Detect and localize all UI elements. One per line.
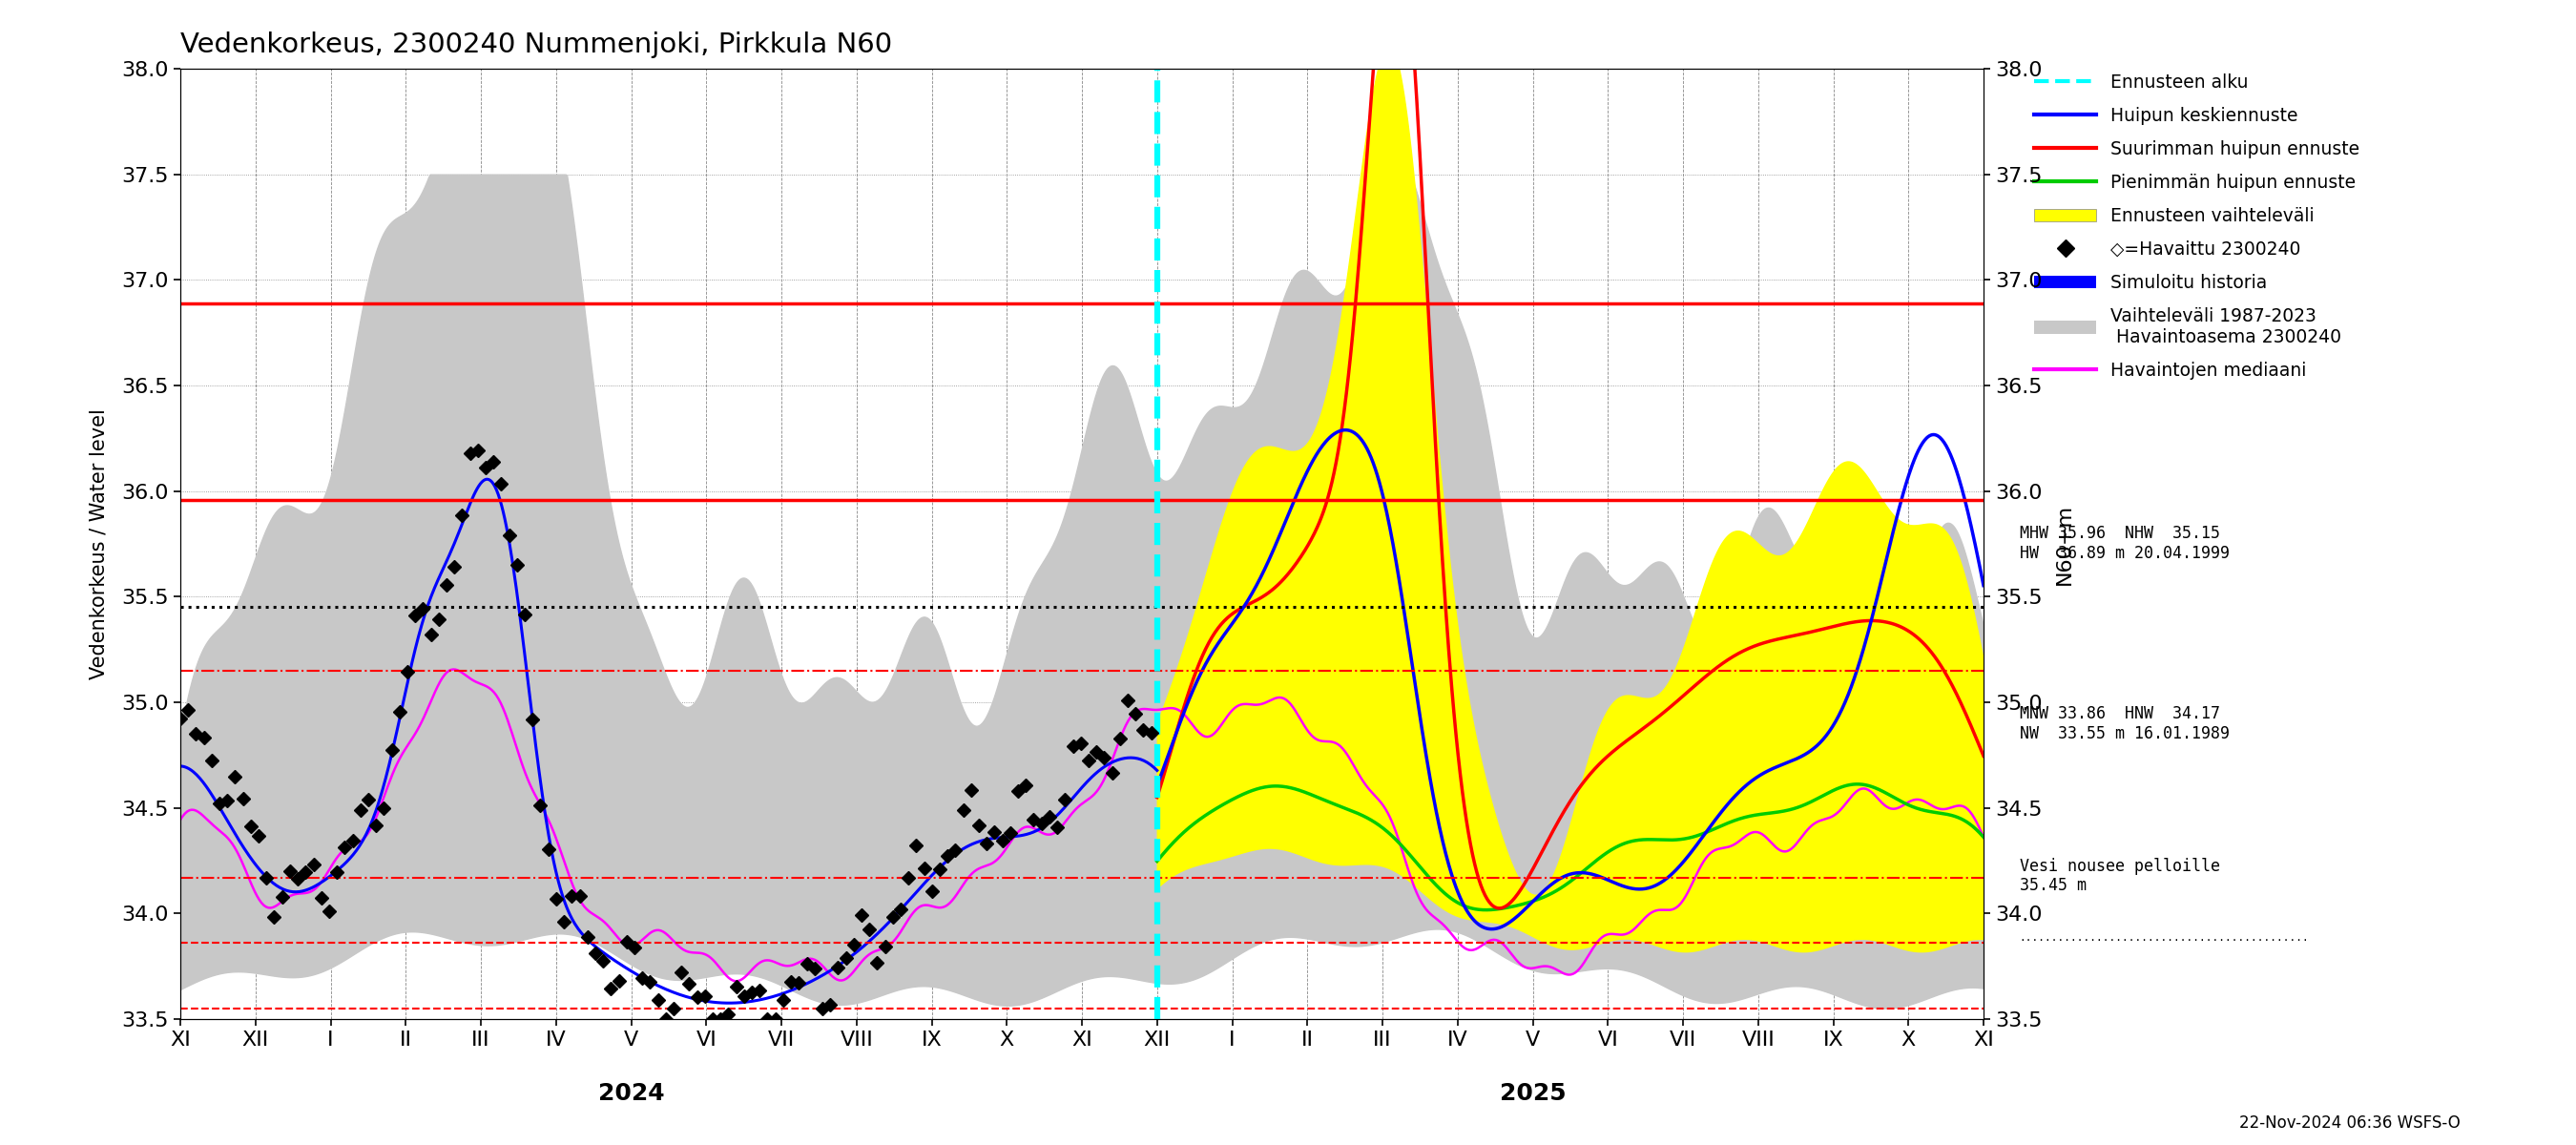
- Text: .............................................: ........................................…: [2020, 933, 2311, 943]
- Text: 2024: 2024: [598, 1082, 665, 1105]
- Text: MHW 35.96  NHW  35.15
HW  36.89 m 20.04.1999: MHW 35.96 NHW 35.15 HW 36.89 m 20.04.199…: [2020, 524, 2228, 562]
- Legend: Ennusteen alku, Huipun keskiennuste, Suurimman huipun ennuste, Pienimmän huipun : Ennusteen alku, Huipun keskiennuste, Suu…: [2027, 69, 2365, 385]
- Y-axis label: N60+m: N60+m: [2056, 504, 2074, 584]
- Text: Vesi nousee pelloille
35.45 m: Vesi nousee pelloille 35.45 m: [2020, 858, 2221, 894]
- Text: 2025: 2025: [1499, 1082, 1566, 1105]
- Text: Vedenkorkeus, 2300240 Nummenjoki, Pirkkula N60: Vedenkorkeus, 2300240 Nummenjoki, Pirkku…: [180, 32, 891, 58]
- Text: MNW 33.86  HNW  34.17
NW  33.55 m 16.01.1989: MNW 33.86 HNW 34.17 NW 33.55 m 16.01.198…: [2020, 705, 2228, 742]
- Y-axis label: Vedenkorkeus / Water level: Vedenkorkeus / Water level: [90, 409, 108, 679]
- Text: 22-Nov-2024 06:36 WSFS-O: 22-Nov-2024 06:36 WSFS-O: [2239, 1114, 2460, 1131]
